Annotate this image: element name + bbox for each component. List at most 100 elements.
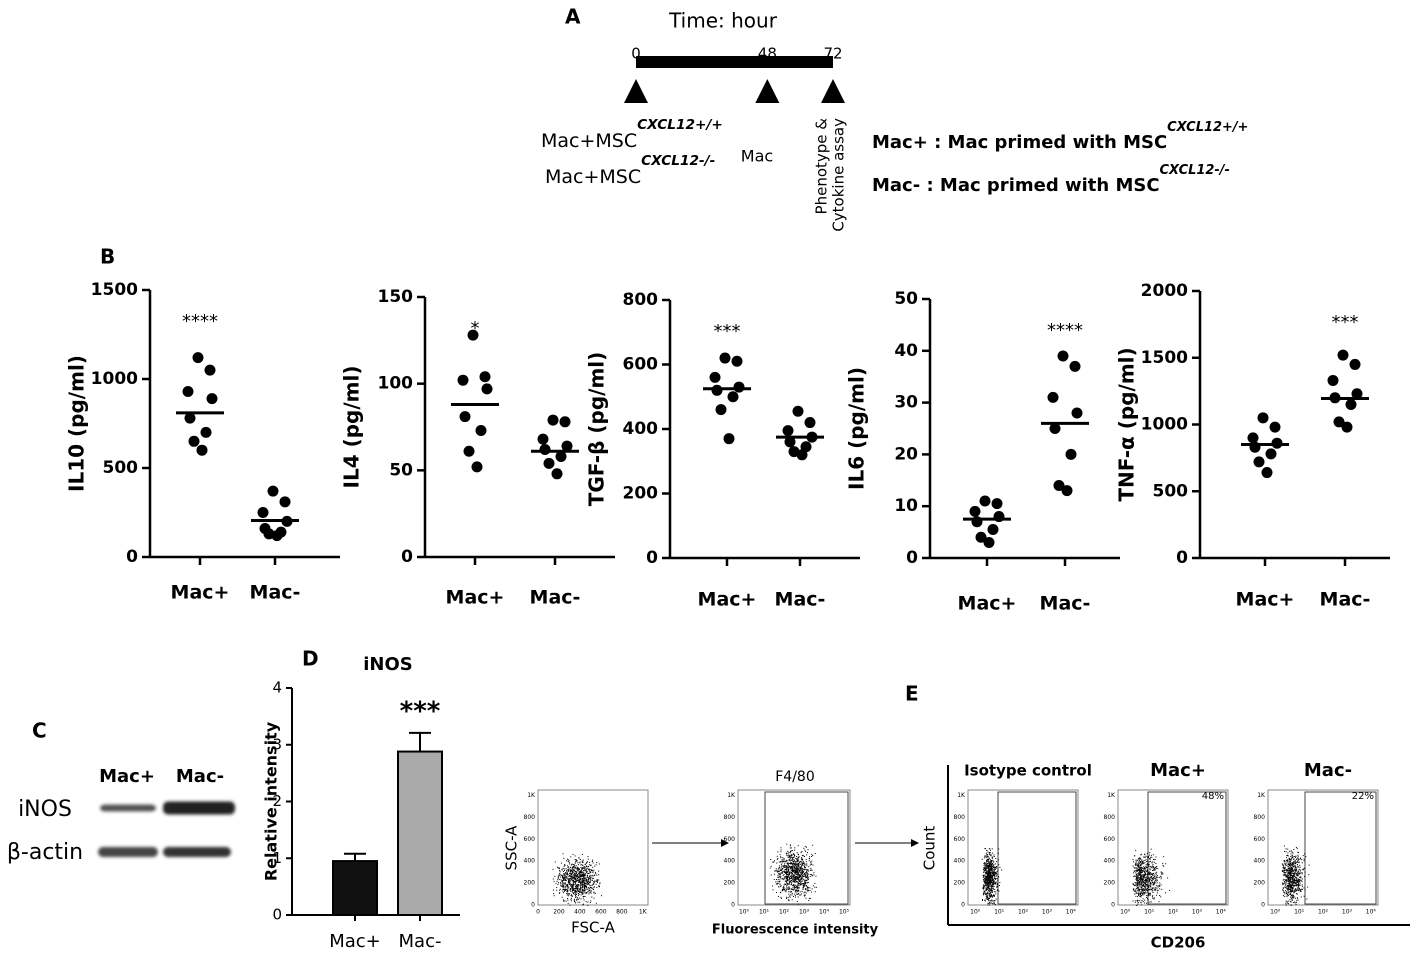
event-dot — [554, 875, 556, 877]
y-tick-label: 0 — [272, 906, 282, 924]
event-dot — [794, 866, 796, 868]
event-dot — [990, 884, 992, 886]
event-dot — [993, 869, 995, 871]
event-dot — [1149, 869, 1151, 871]
event-dot — [566, 888, 568, 890]
event-dot — [793, 853, 795, 855]
event-dot — [1296, 897, 1298, 899]
event-dot — [991, 879, 993, 881]
event-dot — [1289, 864, 1291, 866]
event-dot — [804, 881, 806, 883]
event-dot — [784, 867, 786, 869]
event-dot — [584, 880, 586, 882]
event-dot — [1291, 873, 1293, 875]
event-dot — [1285, 880, 1287, 882]
event-dot — [1294, 872, 1296, 874]
event-dot — [595, 872, 597, 874]
event-dot — [573, 880, 575, 882]
event-dot — [987, 899, 989, 901]
event-dot — [787, 897, 789, 899]
event-dot — [1133, 861, 1135, 863]
event-dot — [1159, 888, 1161, 890]
event-dot — [1290, 856, 1292, 858]
event-dot — [563, 884, 565, 886]
event-dot — [573, 870, 575, 872]
dot — [475, 424, 487, 436]
event-dot — [584, 876, 586, 878]
event-dot — [1137, 903, 1139, 905]
event-dot — [1287, 871, 1289, 873]
event-dot — [1140, 868, 1142, 870]
event-dot — [797, 857, 799, 859]
event-dot — [558, 892, 560, 894]
event-dot — [1143, 870, 1145, 872]
event-dot — [581, 880, 583, 882]
event-dot — [581, 869, 583, 871]
event-dot — [1145, 881, 1147, 883]
event-dot — [808, 898, 810, 900]
event-dot — [1134, 881, 1136, 883]
event-dot — [1156, 890, 1158, 892]
event-dot — [1153, 898, 1155, 900]
event-dot — [1295, 883, 1297, 885]
event-dot — [984, 862, 986, 864]
event-dot — [1146, 867, 1148, 869]
event-dot — [804, 866, 806, 868]
event-dot — [780, 860, 782, 862]
event-dot — [567, 859, 569, 861]
event-dot — [988, 880, 990, 882]
event-dot — [795, 881, 797, 883]
event-dot — [1295, 866, 1297, 868]
event-dot — [579, 888, 581, 890]
event-dot — [777, 895, 779, 897]
event-dot — [1294, 879, 1296, 881]
event-dot — [593, 892, 595, 894]
event-dot — [987, 859, 989, 861]
event-dot — [795, 868, 797, 870]
event-dot — [987, 869, 989, 871]
event-dot — [1284, 886, 1286, 888]
dot — [1053, 479, 1065, 491]
event-dot — [1294, 860, 1296, 862]
event-dot — [562, 882, 564, 884]
event-dot — [806, 886, 808, 888]
event-dot — [593, 882, 595, 884]
event-dot — [571, 863, 573, 865]
event-dot — [1291, 888, 1293, 890]
event-dot — [1294, 867, 1296, 869]
event-dot — [1137, 881, 1139, 883]
event-dot — [777, 857, 779, 859]
event-dot — [1135, 878, 1137, 880]
event-dot — [800, 884, 802, 886]
event-dot — [1281, 869, 1283, 871]
event-dot — [800, 872, 802, 874]
event-dot — [1298, 884, 1300, 886]
event-dot — [990, 878, 992, 880]
event-dot — [1147, 864, 1149, 866]
y-tick-label: 50 — [894, 289, 918, 309]
event-dot — [791, 854, 793, 856]
dot — [471, 461, 483, 473]
event-dot — [985, 892, 987, 894]
event-dot — [791, 862, 793, 864]
event-dot — [777, 870, 779, 872]
event-dot — [781, 890, 783, 892]
event-dot — [1156, 882, 1158, 884]
dot — [551, 468, 563, 480]
event-dot — [787, 856, 789, 858]
event-dot — [793, 861, 795, 863]
event-dot — [988, 887, 990, 889]
event-dot — [573, 900, 575, 902]
event-dot — [583, 882, 585, 884]
event-dot — [802, 855, 804, 857]
x-tick-label: 10¹ — [1144, 909, 1155, 916]
event-dot — [1292, 852, 1294, 854]
event-dot — [790, 863, 792, 865]
event-dot — [1286, 901, 1288, 903]
event-dot — [987, 896, 989, 898]
event-dot — [1160, 896, 1162, 898]
event-dot — [1299, 864, 1301, 866]
event-dot — [1157, 886, 1159, 888]
event-dot — [598, 885, 600, 887]
event-dot — [579, 877, 581, 879]
